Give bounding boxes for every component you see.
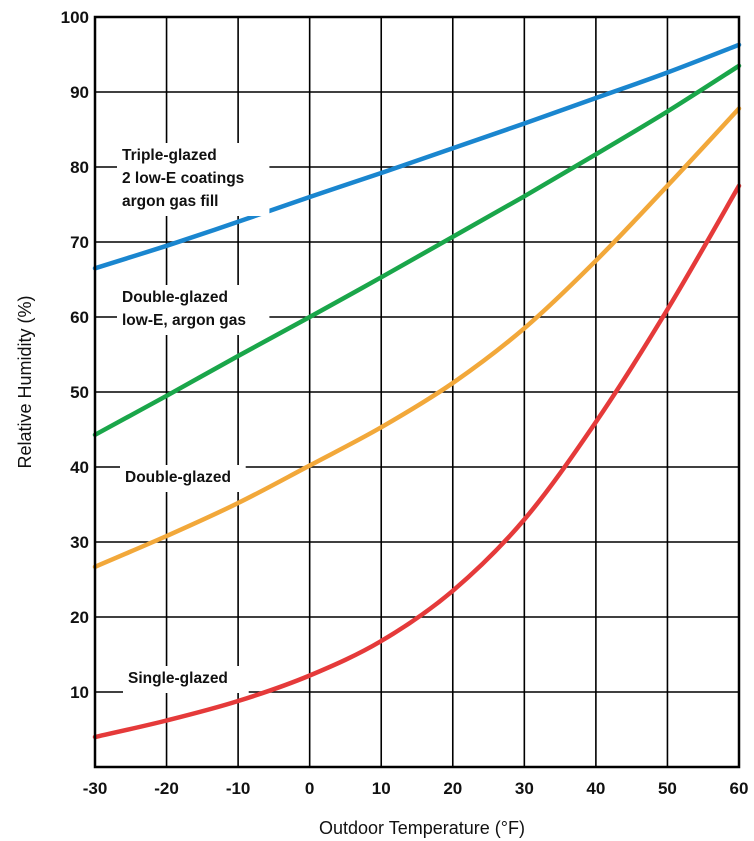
y-axis-title: Relative Humidity (%) bbox=[15, 295, 35, 468]
x-tick-label-0: -30 bbox=[83, 779, 108, 798]
grid bbox=[95, 17, 739, 767]
y-tick-label-1: 20 bbox=[70, 608, 89, 627]
series-label-2-line-0: Double-glazed bbox=[125, 469, 231, 486]
x-tick-label-4: 10 bbox=[372, 779, 391, 798]
x-tick-label-6: 30 bbox=[515, 779, 534, 798]
x-tick-label-7: 40 bbox=[586, 779, 605, 798]
x-tick-label-1: -20 bbox=[154, 779, 179, 798]
series-label-bg-1 bbox=[117, 285, 270, 335]
series-labels: Triple-glazed 2 low-E coatings argon gas f… bbox=[117, 143, 270, 693]
series-line-2 bbox=[92, 106, 742, 570]
y-tick-label-8: 90 bbox=[70, 83, 89, 102]
series-label-bg-0 bbox=[117, 143, 270, 216]
y-tick-label-0: 10 bbox=[70, 683, 89, 702]
series-label-3-line-0: Single-glazed bbox=[128, 670, 228, 687]
plot-frame bbox=[93, 15, 741, 769]
series-label-bg-2 bbox=[120, 465, 246, 492]
x-tick-label-5: 20 bbox=[443, 779, 462, 798]
y-tick-label-9: 100 bbox=[61, 8, 89, 27]
series-line-1 bbox=[92, 63, 742, 438]
x-tick-label-8: 50 bbox=[658, 779, 677, 798]
series-label-0-line-1: 2 low-E coatings bbox=[122, 170, 244, 187]
series-label-0-line-2: argon gas fill bbox=[122, 193, 218, 210]
series-label-1-line-1: low-E, argon gas bbox=[122, 312, 246, 329]
x-tick-label-3: 0 bbox=[305, 779, 314, 798]
y-tick-label-2: 30 bbox=[70, 533, 89, 552]
y-tick-label-6: 70 bbox=[70, 233, 89, 252]
x-tick-labels: -30 -20 -10 0 10 20 30 40 50 60 bbox=[83, 779, 749, 798]
series-label-bg-3 bbox=[123, 666, 249, 693]
y-tick-labels: 10 20 30 40 50 60 70 80 90 100 bbox=[61, 8, 89, 702]
y-tick-label-5: 60 bbox=[70, 308, 89, 327]
x-tick-label-9: 60 bbox=[730, 779, 749, 798]
y-tick-label-3: 40 bbox=[70, 458, 89, 477]
y-tick-label-4: 50 bbox=[70, 383, 89, 402]
series-line-0 bbox=[92, 42, 742, 271]
series-line-3 bbox=[92, 183, 742, 740]
y-tick-label-7: 80 bbox=[70, 158, 89, 177]
series-lines bbox=[92, 42, 742, 740]
x-axis-title: Outdoor Temperature (°F) bbox=[319, 818, 525, 838]
series-label-1-line-0: Double-glazed bbox=[122, 289, 228, 306]
series-label-0-line-0: Triple-glazed bbox=[122, 147, 217, 164]
x-tick-label-2: -10 bbox=[226, 779, 251, 798]
